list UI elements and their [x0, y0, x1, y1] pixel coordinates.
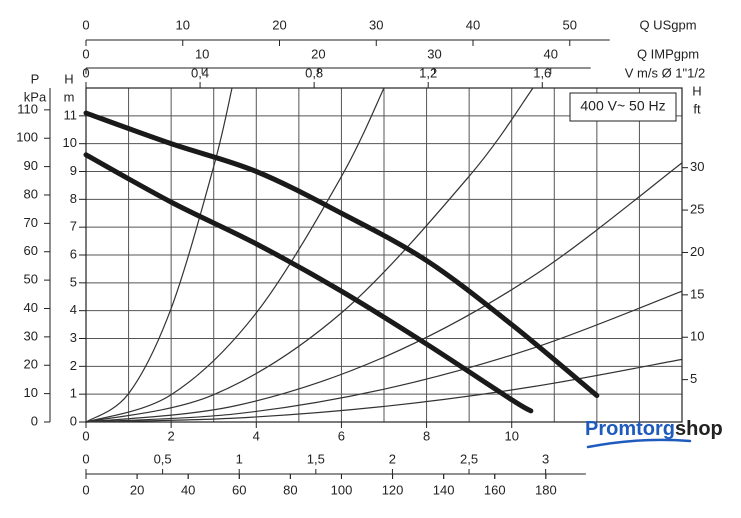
axis-tick-label: 10: [195, 46, 209, 61]
y-tick-label: 10: [63, 135, 77, 150]
axis-tick-label: 40: [181, 482, 195, 497]
logo: Promtorgshop: [585, 418, 723, 440]
axis-tick-label: 1: [236, 451, 243, 466]
x-tick-label: 2: [168, 428, 175, 443]
system-curve: [85, 87, 534, 423]
axis-tick-label: 0: [82, 451, 89, 466]
logo-suffix: shop: [675, 418, 723, 440]
axis-label: kPa: [24, 89, 47, 104]
axis-tick-label: 0: [31, 413, 38, 428]
y-axis-label: H: [64, 71, 73, 86]
x-tick-label: 4: [253, 428, 260, 443]
y-tick-label: 5: [70, 274, 77, 289]
axis-tick-label: 30: [369, 17, 383, 32]
axis-tick-label: 50: [563, 17, 577, 32]
pump-curve: [83, 152, 534, 414]
y-tick-label: 7: [70, 219, 77, 234]
axis-tick-label: 20: [272, 17, 286, 32]
y-tick-label: 0: [70, 413, 77, 428]
axis-tick-label: 110: [17, 101, 38, 116]
y-tick-label: 4: [70, 302, 77, 317]
logo-brand: Promtorg: [585, 418, 675, 440]
y-tick-label: 9: [70, 163, 77, 178]
pump-curve: [83, 110, 600, 399]
axis-tick-label: 40: [466, 17, 480, 32]
axis-tick-label: 30: [690, 159, 704, 174]
axis-tick-label: 80: [283, 482, 297, 497]
x-tick-label: 6: [338, 428, 345, 443]
axis-tick-label: 0,5: [154, 451, 172, 466]
axis-tick-label: 3: [542, 451, 549, 466]
y-tick-label: 8: [70, 191, 77, 206]
axis-tick-label: 0,8: [305, 65, 323, 80]
x-tick-label: 8: [423, 428, 430, 443]
y-tick-label: 11: [64, 107, 78, 122]
axis-label: V m/s Ø 1"1/2: [625, 65, 705, 80]
x-tick-label: 10: [504, 428, 518, 443]
axis-tick-label: 10: [24, 385, 38, 400]
axis-tick-label: 1,6: [533, 65, 551, 80]
axis-tick-label: 10: [176, 17, 190, 32]
axis-tick-label: 0,4: [191, 65, 209, 80]
axis-tick-label: 60: [24, 243, 38, 258]
axis-tick-label: 40: [24, 300, 38, 315]
axis-tick-label: 100: [331, 482, 353, 497]
axis-tick-label: 20: [130, 482, 144, 497]
axis-tick-label: 2,5: [460, 451, 478, 466]
axis-tick-label: 90: [24, 158, 38, 173]
axis-label: Q USgpm: [639, 17, 696, 32]
axis-tick-label: 160: [484, 482, 506, 497]
axis-tick-label: 120: [382, 482, 404, 497]
system-curve: [85, 87, 385, 423]
axis-label: P: [31, 71, 40, 86]
y-tick-label: 3: [70, 330, 77, 345]
axis-tick-label: 60: [232, 482, 246, 497]
axis-tick-label: 1,2: [419, 65, 437, 80]
axis-tick-label: 25: [690, 202, 704, 217]
axis-tick-label: 40: [543, 46, 557, 61]
system-curve: [85, 162, 683, 423]
y-tick-label: 1: [70, 386, 77, 401]
axis-tick-label: 20: [690, 244, 704, 259]
axis-tick-label: 2: [389, 451, 396, 466]
logo-swoosh: [586, 438, 692, 449]
axis-tick-label: 30: [427, 46, 441, 61]
axis-tick-label: 20: [24, 357, 38, 372]
axis-tick-label: 0: [82, 46, 89, 61]
y-tick-label: 2: [70, 358, 77, 373]
axis-label: ft: [693, 101, 701, 116]
x-tick-label: 0: [82, 428, 89, 443]
axis-tick-label: 1,5: [307, 451, 325, 466]
axis-tick-label: 0: [82, 482, 89, 497]
annotation-box: [569, 92, 677, 122]
system-curve: [85, 358, 683, 423]
axis-tick-label: 0: [82, 17, 89, 32]
axis-tick-label: 100: [16, 130, 38, 145]
axis-tick-label: 140: [433, 482, 455, 497]
axis-tick-label: 70: [24, 215, 38, 230]
axis-label: Q IMPgpm: [637, 46, 699, 61]
axis-tick-label: 5: [690, 371, 697, 386]
system-curve: [85, 290, 683, 423]
y-axis-label: m: [64, 89, 75, 104]
axis-tick-label: 30: [24, 328, 38, 343]
y-tick-label: 6: [70, 246, 77, 261]
annotation: 400 V~ 50 Hz: [580, 98, 665, 114]
axis-tick-label: 80: [24, 186, 38, 201]
axis-label: H: [692, 83, 701, 98]
system-curve: [85, 87, 233, 423]
axis-tick-label: 50: [24, 272, 38, 287]
axis-tick-label: 15: [690, 286, 704, 301]
axis-tick-label: 20: [311, 46, 325, 61]
axis-tick-label: 0: [82, 65, 89, 80]
axis-tick-label: 180: [535, 482, 557, 497]
axis-tick-label: 10: [690, 329, 704, 344]
